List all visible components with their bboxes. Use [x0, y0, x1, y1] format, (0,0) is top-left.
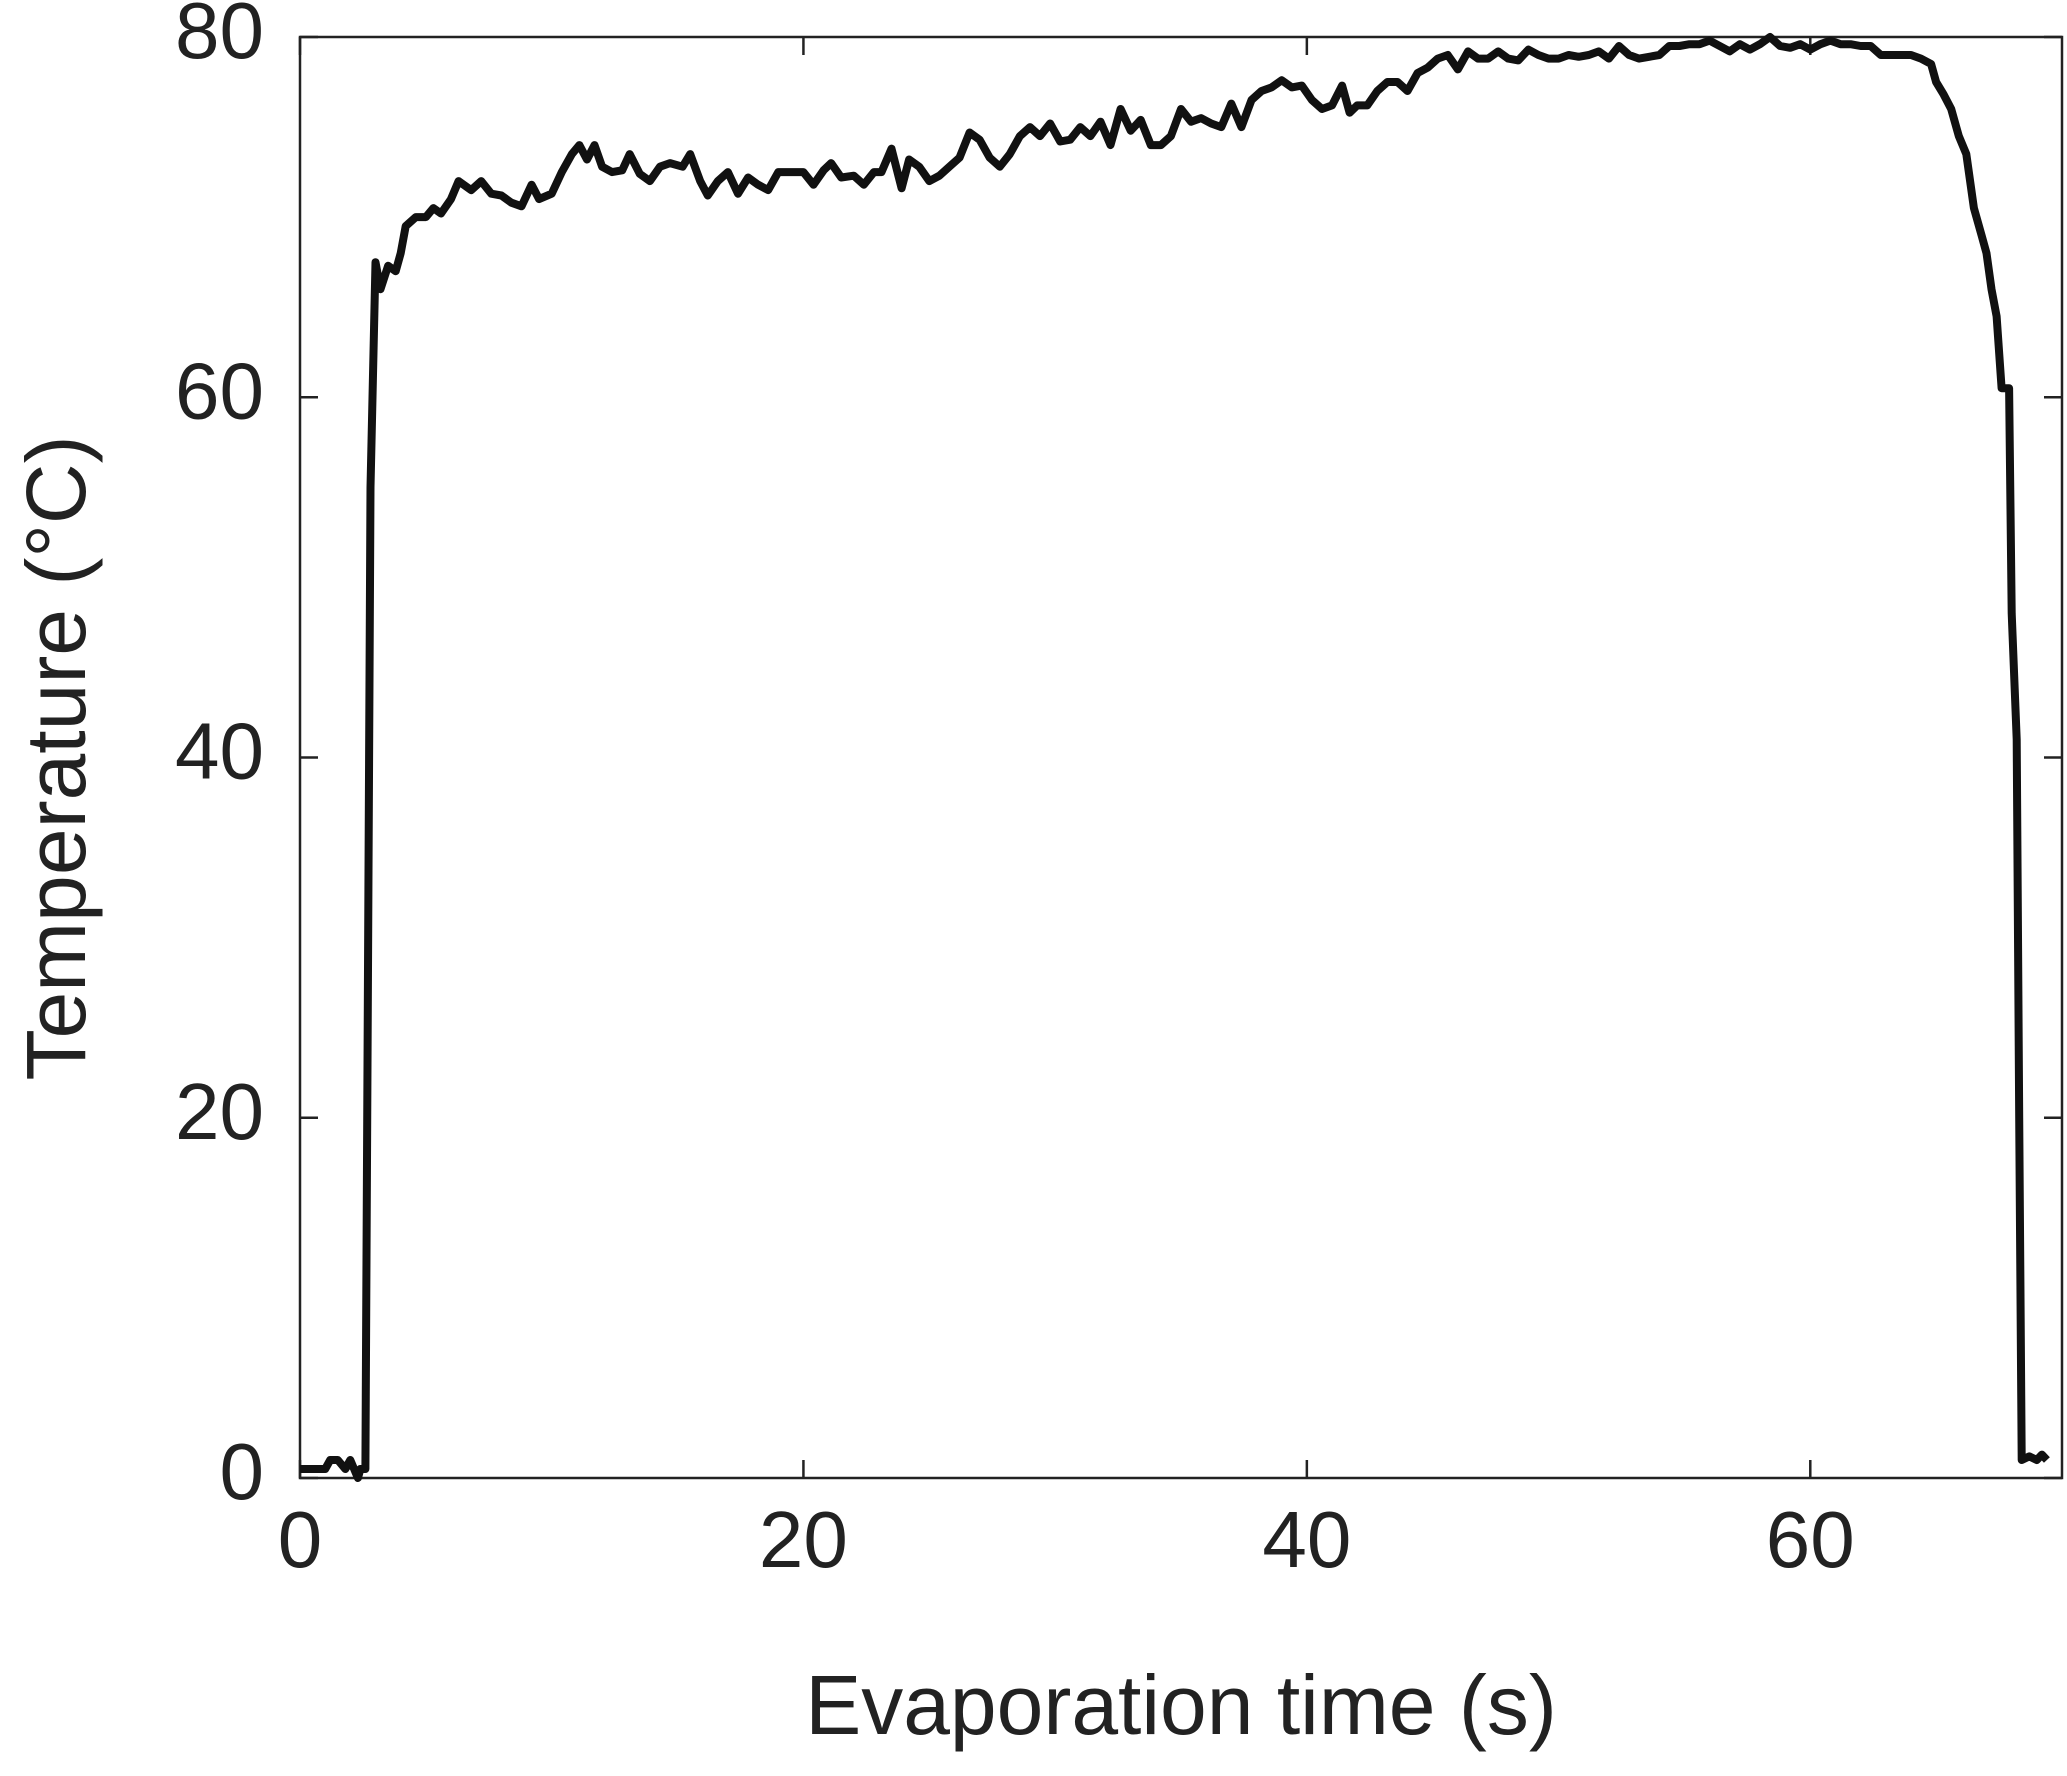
y-tick-label: 40	[175, 707, 264, 796]
y-axis-label: Temperature (°C)	[9, 435, 103, 1080]
x-tick-label: 20	[759, 1495, 848, 1584]
plot-frame	[298, 35, 2064, 1480]
x-tick-label: 40	[1262, 1495, 1351, 1584]
x-tick-label: 60	[1766, 1495, 1855, 1584]
y-tick-label: 60	[175, 346, 264, 435]
x-tick-label: 0	[278, 1495, 323, 1584]
temperature-line	[300, 33, 2050, 1482]
y-tick-label: 80	[175, 0, 264, 75]
y-tick-label: 0	[220, 1427, 265, 1516]
x-axis-label: Evaporation time (s)	[805, 1658, 1557, 1752]
y-tick-label: 20	[175, 1067, 264, 1156]
